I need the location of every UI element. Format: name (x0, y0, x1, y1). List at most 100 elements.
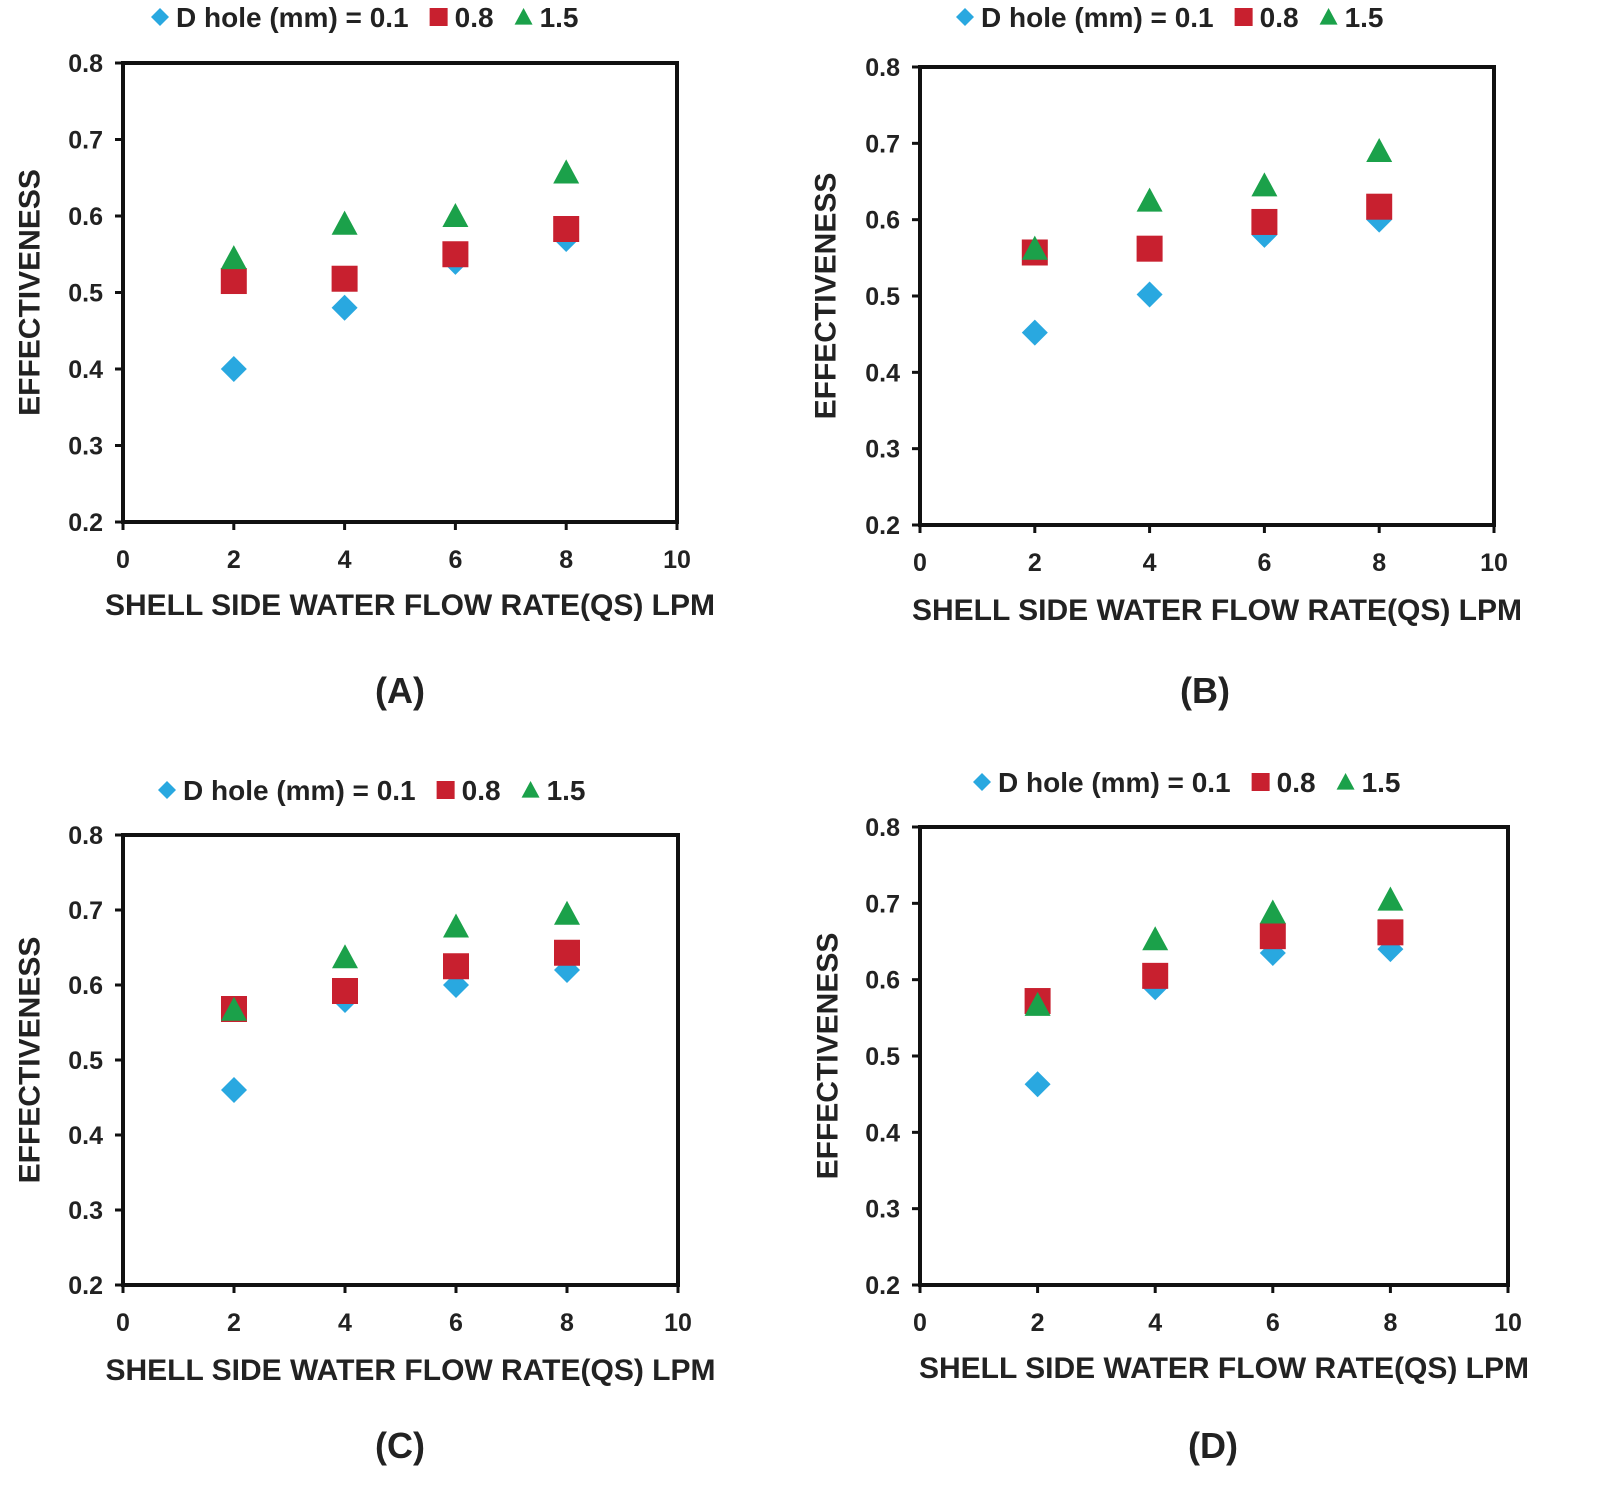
x-tick-label: 0 (913, 549, 927, 577)
y-tick-label: 0.8 (68, 50, 103, 78)
data-point-triangle (1377, 886, 1404, 911)
legend-label-2: 1.5 (547, 775, 586, 806)
data-point-square (554, 939, 580, 966)
x-tick-label: 4 (1143, 549, 1157, 577)
data-point-triangle (554, 900, 580, 925)
x-tick-label: 10 (664, 1309, 692, 1337)
y-tick-label: 0.4 (68, 1122, 103, 1150)
data-point-diamond (1136, 281, 1163, 308)
x-tick-label: 2 (1028, 549, 1042, 577)
x-tick-label: 6 (448, 546, 462, 574)
x-axis-title: SHELL SIDE WATER FLOW RATE(QS) LPM (105, 589, 715, 622)
legend-label-2: 1.5 (1345, 2, 1384, 33)
y-tick-label: 0.7 (865, 890, 900, 918)
y-axis-title: EFFECTIVENESS (14, 169, 47, 416)
data-point-square (1259, 923, 1286, 950)
y-tick-label: 0.7 (68, 127, 103, 155)
x-tick-label: 8 (560, 1309, 574, 1337)
data-point-square (1136, 235, 1163, 262)
data-point-triangle (1142, 926, 1169, 951)
chart-panel-b: 0.2 0.3 0.4 0.5 0.6 0.7 0.8 0 2 4 6 8 10 SHELL SIDE W… (810, 2, 1522, 711)
plot-frame (121, 833, 680, 1287)
panel-label: (D) (1188, 1425, 1238, 1466)
legend: D hole (mm) = 0.1 0.8 1.5 (973, 767, 1401, 798)
legend-label-2: 1.5 (540, 2, 579, 33)
y-tick-label: 0.6 (68, 972, 103, 1000)
legend-marker-square (436, 781, 455, 799)
x-tick-label: 10 (1480, 549, 1508, 577)
data-point-triangle (332, 944, 358, 969)
data-point-diamond (1021, 319, 1048, 346)
legend-label-0: D hole (mm) = 0.1 (176, 2, 409, 33)
x-tick-label: 2 (227, 546, 241, 574)
legend-marker-triangle (1319, 8, 1338, 25)
y-tick-label: 0.2 (865, 1272, 900, 1300)
data-point-diamond (221, 1077, 247, 1103)
legend-label-1: 0.8 (1277, 767, 1316, 798)
y-tick-label: 0.8 (865, 54, 900, 82)
data-point-triangle (220, 245, 247, 270)
data-point-triangle (331, 210, 358, 235)
data-point-triangle (443, 913, 469, 938)
y-tick-label: 0.2 (68, 509, 103, 537)
x-tick-label: 10 (663, 546, 691, 574)
plot-frame (121, 61, 679, 524)
x-tick-label: 6 (449, 1309, 463, 1337)
y-tick-label: 0.4 (865, 1119, 900, 1147)
legend-marker-diamond (956, 8, 974, 26)
data-point-diamond (331, 294, 358, 321)
y-axis-title: EFFECTIVENESS (812, 933, 845, 1180)
y-tick-label: 0.5 (68, 280, 103, 308)
y-tick-label: 0.6 (865, 207, 900, 235)
panel-label: (C) (375, 1425, 425, 1466)
x-tick-label: 0 (116, 546, 130, 574)
legend-label-1: 0.8 (455, 2, 494, 33)
data-point-square (1251, 208, 1278, 235)
x-tick-label: 10 (1494, 1309, 1522, 1337)
y-tick-label: 0.5 (865, 283, 900, 311)
data-point-square (331, 265, 358, 292)
x-tick-label: 8 (559, 546, 573, 574)
legend-marker-triangle (514, 8, 533, 25)
y-axis-title: EFFECTIVENESS (14, 937, 47, 1184)
data-point-triangle (442, 203, 469, 228)
y-tick-label: 0.5 (865, 1043, 900, 1071)
data-point-triangle (221, 996, 247, 1021)
x-tick-label: 0 (913, 1309, 927, 1337)
y-tick-label: 0.3 (865, 436, 900, 464)
data-point-square (1366, 193, 1393, 220)
data-point-triangle (1136, 187, 1163, 212)
y-tick-label: 0.2 (865, 512, 900, 540)
x-tick-label: 4 (338, 1309, 352, 1337)
x-axis-title: SHELL SIDE WATER FLOW RATE(QS) LPM (912, 594, 1522, 627)
data-point-triangle (1366, 137, 1393, 163)
y-tick-label: 0.2 (68, 1272, 103, 1300)
x-tick-label: 4 (1148, 1309, 1162, 1337)
data-point-square (1377, 919, 1404, 946)
data-point-square (442, 241, 469, 268)
data-point-triangle (1021, 235, 1048, 260)
data-point-diamond (1024, 1071, 1051, 1098)
y-tick-label: 0.4 (68, 356, 103, 384)
legend-marker-triangle (521, 781, 540, 798)
legend-marker-diamond (158, 781, 176, 799)
chart-panel-c: 0.2 0.3 0.4 0.5 0.6 0.7 0.8 0 2 4 6 8 10 SHELL SIDE W… (14, 775, 716, 1466)
data-point-square (553, 216, 580, 243)
x-tick-label: 4 (338, 546, 352, 574)
y-axis-title: EFFECTIVENESS (810, 173, 843, 420)
data-point-triangle (1259, 899, 1286, 924)
panel-label: (A) (375, 670, 425, 711)
legend-marker-square (1234, 8, 1253, 26)
x-tick-label: 6 (1266, 1309, 1280, 1337)
data-point-square (220, 268, 247, 295)
y-tick-label: 0.4 (865, 359, 900, 387)
y-tick-label: 0.3 (68, 433, 103, 461)
legend-label-1: 0.8 (462, 775, 501, 806)
legend: D hole (mm) = 0.1 0.8 1.5 (151, 2, 579, 33)
y-tick-label: 0.5 (68, 1047, 103, 1075)
legend-label-1: 0.8 (1260, 2, 1299, 33)
legend-label-0: D hole (mm) = 0.1 (183, 775, 416, 806)
plot-frame (918, 825, 1510, 1287)
data-point-diamond (220, 356, 247, 382)
x-tick-label: 0 (116, 1309, 130, 1337)
